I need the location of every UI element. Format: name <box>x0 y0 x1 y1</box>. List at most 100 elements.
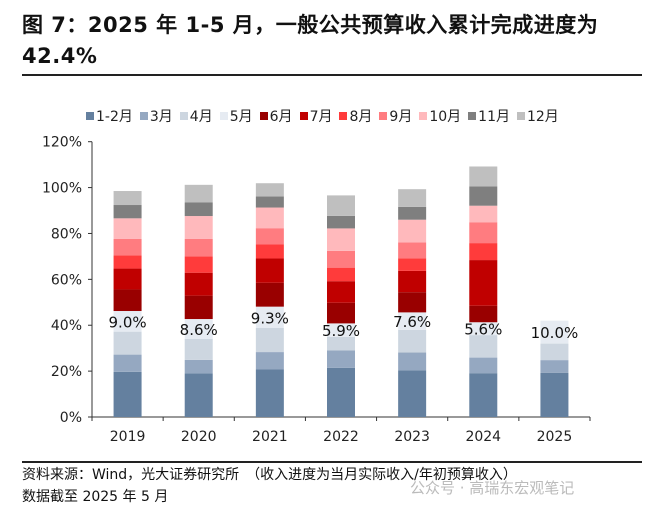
data-label: 9.0% <box>109 313 147 331</box>
bar-segment <box>255 196 284 208</box>
bar-segment <box>184 238 213 257</box>
legend-swatch <box>179 112 188 120</box>
legend-swatch <box>299 112 308 120</box>
x-tick-label: 2023 <box>394 429 430 445</box>
bar-segment <box>184 359 213 374</box>
legend-label: 10月 <box>429 109 462 125</box>
bar-segment <box>184 184 213 203</box>
bar-segment <box>113 191 142 206</box>
bar-segment <box>469 357 498 374</box>
legend-item: 6月 <box>259 106 293 126</box>
bar-segment <box>540 343 569 361</box>
y-tick-label: 20% <box>51 364 82 380</box>
bar-segment <box>184 319 213 339</box>
bar-segment <box>327 215 355 229</box>
x-tick-label: 2024 <box>465 429 501 445</box>
bar-segment <box>327 250 355 268</box>
bar-segment <box>113 268 142 290</box>
bar-segment <box>113 255 142 269</box>
x-tick-label: 2021 <box>252 429 288 445</box>
data-label: 5.6% <box>464 321 502 339</box>
bar-segment <box>469 205 498 223</box>
data-label: 7.6% <box>393 313 431 331</box>
bar-segment <box>255 327 284 353</box>
bar-segment <box>255 352 284 370</box>
x-tick-label: 2025 <box>537 429 573 445</box>
watermark: 公众号 · 高瑞东宏观笔记 <box>410 479 575 497</box>
title-rule <box>22 74 642 76</box>
x-tick-label: 2020 <box>181 429 217 445</box>
bar-segment <box>469 186 498 206</box>
bar-segment <box>113 205 142 219</box>
bar-segment <box>113 311 142 332</box>
legend-item: 4月 <box>179 106 213 126</box>
bar-segment <box>113 331 142 355</box>
legend-swatch <box>516 112 525 120</box>
bar-segment <box>398 370 427 417</box>
source-note: 资料来源：Wind，光大证券研究所 （收入进度为当月实际收入/年初预算收入） <box>22 467 517 483</box>
y-tick-label: 60% <box>51 272 82 288</box>
legend-swatch <box>419 112 428 120</box>
legend-label: 9月 <box>389 109 413 125</box>
legend-item: 12月 <box>516 106 559 126</box>
x-tick-label: 2022 <box>323 429 359 445</box>
data-label: 10.0% <box>531 324 579 342</box>
bar-segment <box>327 323 355 337</box>
date-note: 数据截至 2025 年 5 月 <box>22 489 169 505</box>
legend-label: 5月 <box>229 109 253 125</box>
y-tick-label: 0% <box>60 410 82 426</box>
legend-item: 11月 <box>468 106 510 126</box>
footer-rule <box>22 461 642 463</box>
bar-segment <box>327 367 355 417</box>
x-tick-label: 2019 <box>110 429 146 445</box>
legend-label: 6月 <box>269 109 293 125</box>
chart-title: 图 7：2025 年 1-5 月，一般公共预算收入累计完成进度为 42.4% <box>22 13 599 68</box>
bar-segment <box>398 258 427 271</box>
data-label: 5.9% <box>322 322 360 340</box>
bar-segment <box>469 222 498 244</box>
bar-segment <box>184 202 213 217</box>
bar-segment <box>398 270 427 293</box>
bar-segment <box>398 219 427 243</box>
bar-segment <box>469 166 498 187</box>
bar-segment <box>327 336 355 351</box>
legend-item: 1-2月 <box>86 106 133 126</box>
bar-segment <box>327 302 355 324</box>
legend-item: 7月 <box>299 106 332 126</box>
bar-segment <box>327 267 355 282</box>
y-tick-label: 120% <box>42 135 82 151</box>
legend-label: 11月 <box>478 109 510 125</box>
bar-segment <box>540 320 569 344</box>
bar-segment <box>469 243 498 261</box>
data-label: 9.3% <box>251 309 289 327</box>
bar-segment <box>184 373 213 417</box>
y-tick-label: 80% <box>51 226 82 242</box>
legend-swatch <box>339 112 348 120</box>
bar-segment <box>398 189 427 207</box>
data-label: 8.6% <box>180 321 218 339</box>
legend-label: 4月 <box>189 109 213 125</box>
bar-segment <box>184 216 213 239</box>
legend-label: 12月 <box>526 109 559 125</box>
legend-item: 3月 <box>139 106 173 126</box>
bar-segment <box>469 305 498 323</box>
bar-segment <box>255 228 284 245</box>
bar-segment <box>398 352 427 371</box>
bar-segment <box>255 369 284 417</box>
bar-segment <box>113 354 142 372</box>
legend-swatch <box>219 112 228 120</box>
bar-segment <box>255 207 284 229</box>
bar-segment <box>184 272 213 296</box>
bar-segment <box>327 350 355 368</box>
legend-item: 8月 <box>339 106 372 126</box>
legend-swatch <box>139 112 148 120</box>
bar-segment <box>327 228 355 251</box>
legend-label: 1-2月 <box>96 109 133 125</box>
bar-segment <box>327 195 355 216</box>
legend-swatch <box>379 112 388 120</box>
bar-segment <box>398 292 427 313</box>
bar-segment <box>469 373 498 417</box>
bar-segment <box>113 371 142 417</box>
